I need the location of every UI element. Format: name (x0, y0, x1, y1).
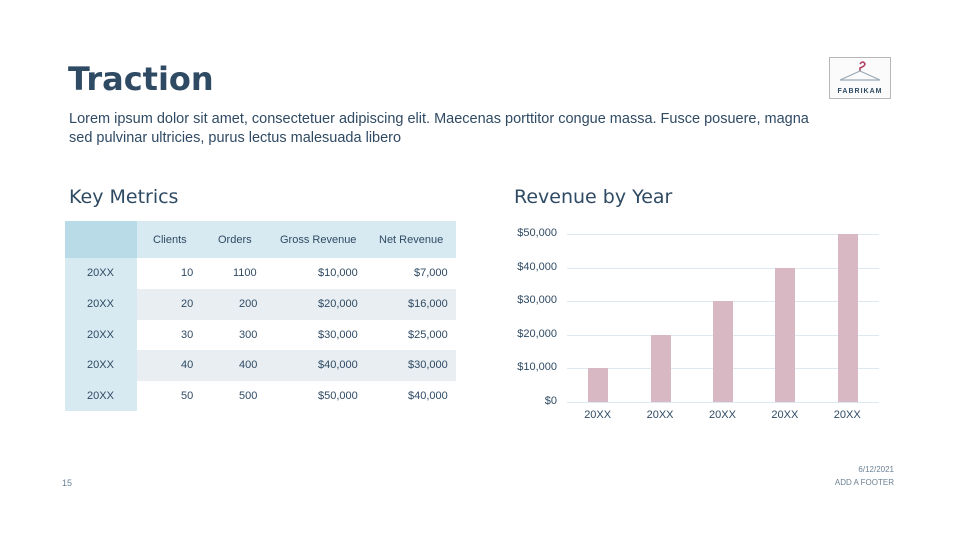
y-tick-label: $40,000 (517, 260, 557, 273)
chart-bar (588, 368, 609, 402)
table-cell: $16,000 (408, 298, 448, 310)
table-cell: $40,000 (318, 359, 358, 371)
chart-bar (837, 234, 858, 402)
row-label: 20XX (87, 359, 114, 371)
logo-text: FABRIKAM (837, 88, 883, 95)
table-cell: $7,000 (414, 267, 448, 279)
row-label: 20XX (87, 298, 114, 310)
table-cell: 400 (239, 359, 258, 371)
revenue-bar-chart: $0 $10,000 $20,000 $30,000 $40,000 $50,000 20X… (505, 225, 895, 425)
chart-bar (713, 301, 733, 402)
column-header-orders: Orders (218, 234, 252, 246)
footer-text: ADD A FOOTER (834, 478, 894, 487)
y-tick-label: $50,000 (517, 227, 557, 239)
chart-gridline (567, 234, 879, 235)
table-cell: $40,000 (408, 390, 448, 402)
table-row-band (137, 350, 456, 381)
column-header-clients: Clients (153, 234, 187, 246)
y-tick-label: $10,000 (517, 361, 557, 374)
row-label: 20XX (87, 267, 114, 279)
y-tick-label: $20,000 (517, 327, 557, 340)
chart-bar (775, 267, 796, 402)
chart-bar (650, 334, 671, 402)
y-tick-label: $0 (544, 395, 557, 407)
x-tick-label: 20XX (833, 409, 861, 421)
table-row-header-column (65, 258, 137, 411)
chart-gridline (567, 402, 879, 403)
column-header-net-revenue: Net Revenue (379, 234, 444, 246)
key-metrics-heading: Key Metrics (69, 186, 179, 208)
row-label: 20XX (87, 390, 114, 402)
table-cell: 50 (181, 390, 194, 402)
x-tick-label: 20XX (584, 409, 612, 421)
table-cell: $20,000 (318, 298, 358, 310)
table-cell: 20 (181, 298, 194, 310)
table-cell: $30,000 (318, 329, 358, 341)
row-label: 20XX (87, 329, 114, 341)
table-cell: 200 (239, 298, 258, 310)
footer: 6/12/2021 ADD A FOOTER (835, 463, 894, 489)
column-header-gross-revenue: Gross Revenue (280, 234, 357, 246)
table-cell: 30 (181, 329, 194, 341)
hanger-icon (839, 61, 881, 81)
x-tick-label: 20XX (771, 409, 799, 421)
table-corner-cell (65, 221, 137, 258)
table-header-row (137, 221, 456, 258)
slide-subtitle: Lorem ipsum dolor sit amet, consectetuer… (69, 111, 809, 146)
table-cell: 500 (239, 390, 258, 402)
x-tick-label: 20XX (646, 409, 674, 421)
table-cell: 1100 (233, 267, 257, 279)
fabrikam-logo: FABRIKAM (829, 57, 891, 99)
table-cell: $50,000 (318, 390, 358, 402)
x-tick-label: 20XX (709, 409, 736, 421)
table-row-band (137, 289, 456, 320)
table-cell: $30,000 (408, 359, 448, 371)
table-cell: $25,000 (408, 329, 448, 341)
y-tick-label: $30,000 (517, 294, 557, 307)
slide-title: Traction (68, 60, 214, 98)
table-cell: 300 (239, 329, 258, 341)
revenue-heading: Revenue by Year (514, 186, 673, 208)
table-cell: 40 (181, 359, 194, 371)
key-metrics-table: Clients Orders Gross Revenue Net Revenue… (65, 221, 456, 411)
table-cell: 10 (181, 267, 194, 279)
slide-number: 15 (62, 478, 73, 488)
table-cell: $10,000 (318, 267, 358, 279)
footer-date: 6/12/2021 (858, 465, 894, 474)
chart-gridline (567, 267, 879, 269)
